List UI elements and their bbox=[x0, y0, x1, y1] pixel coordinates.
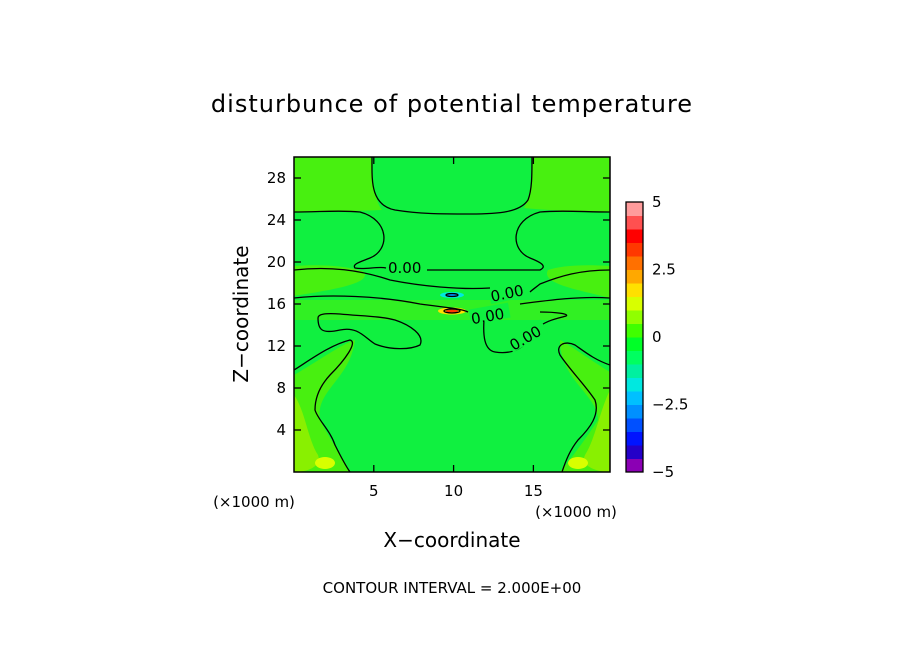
contour-lines bbox=[294, 157, 610, 472]
field-region-upper-left bbox=[294, 157, 382, 212]
contour-line-top bbox=[371, 157, 533, 215]
colorbar-swatch bbox=[626, 377, 643, 392]
colorbar-swatch bbox=[626, 431, 643, 446]
field-spot-lower-left bbox=[315, 457, 335, 469]
field-spot-hot bbox=[446, 309, 458, 313]
y-axis-label: Z−coordinate bbox=[229, 245, 253, 382]
y-axis-unit: (×1000 m) bbox=[213, 493, 295, 511]
colorbar-swatch bbox=[626, 296, 643, 311]
field-region-upper-right bbox=[524, 157, 610, 212]
contour-line-warm-ring bbox=[443, 308, 461, 314]
contour-line-lower-right bbox=[558, 342, 610, 472]
y-tick-label: 16 bbox=[267, 295, 286, 313]
x-tick-label: 15 bbox=[524, 482, 543, 500]
contour-label: 0.00 bbox=[470, 305, 506, 329]
colorbar-swatch bbox=[626, 229, 643, 243]
colorbar-swatch bbox=[626, 418, 643, 432]
x-tick-label: 5 bbox=[369, 482, 379, 500]
field-spot-cold bbox=[448, 293, 456, 297]
colorbar-tick-label: 0 bbox=[652, 328, 662, 346]
colorbar-swatch bbox=[626, 364, 643, 378]
colorbar-swatch bbox=[626, 323, 643, 338]
y-tick-label: 28 bbox=[267, 169, 286, 187]
colorbar-swatch bbox=[626, 215, 643, 230]
field-region-corner-right bbox=[584, 390, 610, 472]
contour-line-upper-right bbox=[426, 210, 610, 271]
contour-line-lower-left bbox=[294, 339, 354, 472]
contour-interval-text: CONTOUR INTERVAL = 2.000E+00 bbox=[323, 579, 582, 597]
field-region-right-band bbox=[546, 265, 610, 298]
contour-line-cool-ring bbox=[445, 292, 459, 298]
y-tick-label: 4 bbox=[276, 421, 286, 439]
colorbar-swatch bbox=[626, 458, 643, 473]
x-axis-ticks: 5 10 15 bbox=[369, 157, 543, 500]
field-spot-lower-right bbox=[568, 457, 588, 469]
chart-title: disturbunce of potential temperature bbox=[211, 90, 693, 118]
colorbar-swatch bbox=[626, 256, 643, 270]
plot-frame bbox=[293, 156, 611, 473]
y-tick-label: 8 bbox=[276, 379, 286, 397]
contour-line-lobe-left bbox=[317, 312, 422, 350]
contour-labels: 0.00 0.00 0.00 0.00 bbox=[387, 259, 548, 354]
colorbar-ticks: 5 2.5 0 −2.5 −5 bbox=[652, 193, 688, 481]
field-region-left-band bbox=[294, 265, 365, 296]
contour-label: 0.00 bbox=[388, 259, 421, 277]
colorbar-tick-label: 5 bbox=[652, 193, 662, 211]
colorbar-swatch bbox=[626, 310, 643, 324]
x-axis-label: X−coordinate bbox=[383, 528, 520, 552]
colorbar-swatch bbox=[626, 445, 643, 459]
colorbar-frame bbox=[625, 201, 644, 473]
colorbar bbox=[625, 201, 644, 473]
contour-line-mid-left bbox=[294, 267, 491, 290]
y-axis-ticks: 4 8 12 16 20 24 28 bbox=[267, 169, 610, 439]
field-region-corner-left bbox=[294, 395, 319, 472]
colorbar-swatch bbox=[626, 404, 643, 419]
colorbar-swatch bbox=[626, 242, 643, 257]
colorbar-swatch bbox=[626, 202, 643, 216]
y-tick-label: 24 bbox=[267, 211, 286, 229]
colorbar-swatch bbox=[626, 350, 643, 365]
colorbar-swatch bbox=[626, 391, 643, 405]
contour-line-upper-left bbox=[294, 210, 387, 270]
y-tick-label: 12 bbox=[267, 337, 286, 355]
colorbar-tick-label: −5 bbox=[652, 463, 674, 481]
contour-line-mid-right bbox=[529, 269, 610, 293]
x-tick-label: 10 bbox=[444, 482, 463, 500]
colorbar-tick-label: 2.5 bbox=[652, 261, 676, 279]
colorbar-swatch bbox=[626, 337, 643, 351]
contour-line-center-right bbox=[519, 296, 610, 305]
colorbar-tick-label: −2.5 bbox=[652, 396, 688, 414]
x-axis-unit: (×1000 m) bbox=[535, 503, 617, 521]
colorbar-swatch bbox=[626, 283, 643, 297]
y-tick-label: 20 bbox=[267, 253, 286, 271]
colorbar-swatch bbox=[626, 269, 643, 284]
